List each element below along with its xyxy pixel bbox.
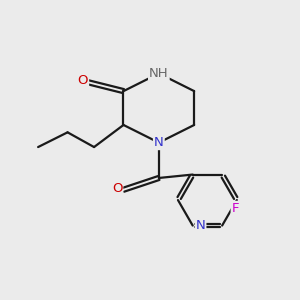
- Text: F: F: [232, 202, 239, 215]
- Text: N: N: [154, 136, 164, 149]
- Text: NH: NH: [149, 67, 169, 80]
- Text: O: O: [112, 182, 122, 195]
- Text: O: O: [78, 74, 88, 87]
- Text: N: N: [196, 219, 206, 232]
